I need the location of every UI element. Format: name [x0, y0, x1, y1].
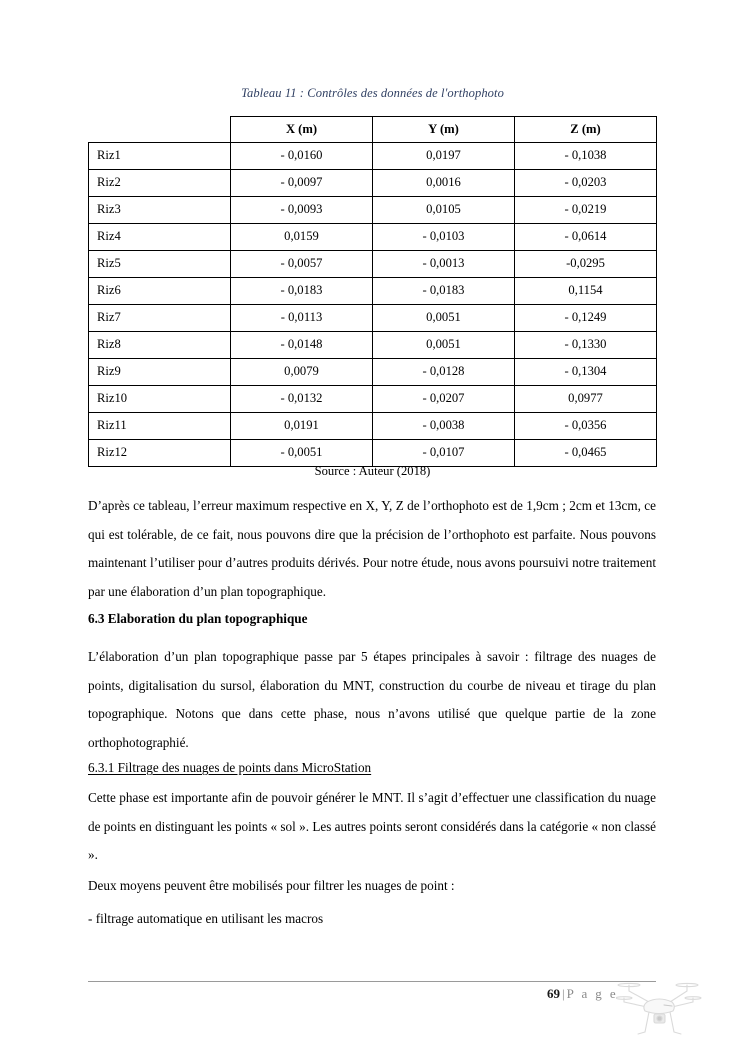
cell-y: 0,0051 [372, 304, 515, 332]
paragraph-elaboration: L’élaboration d’un plan topographique pa… [88, 649, 656, 750]
table-row: Riz8 - 0,0148 0,0051 - 0,1330 [88, 331, 657, 359]
table-row: Riz6 - 0,0183 - 0,0183 0,1154 [88, 277, 657, 305]
row-label: Riz1 [88, 142, 231, 170]
paragraph-deux-moyens: Deux moyens peuvent être mobilisés pour … [88, 878, 455, 893]
cell-x: - 0,0183 [230, 277, 373, 305]
table-row: Riz10 - 0,0132 - 0,0207 0,0977 [88, 385, 657, 413]
cell-x: - 0,0093 [230, 196, 373, 224]
list-item-filtrage-automatique: - filtrage automatique en utilisant les … [88, 911, 324, 926]
table-corner-cell [89, 117, 231, 143]
cell-x: - 0,0148 [230, 331, 373, 359]
table-header-row: X (m) Y (m) Z (m) [89, 116, 657, 143]
cell-y: - 0,0107 [372, 439, 515, 467]
cell-z: 0,1154 [514, 277, 657, 305]
row-label: Riz4 [88, 223, 231, 251]
column-header-x: X (m) [230, 116, 373, 143]
row-label: Riz11 [88, 412, 231, 440]
column-header-y: Y (m) [372, 116, 515, 143]
table-row: Riz2 - 0,0097 0,0016 - 0,0203 [88, 169, 657, 197]
cell-x: 0,0191 [230, 412, 373, 440]
row-label: Riz8 [88, 331, 231, 359]
cell-x: - 0,0160 [230, 142, 373, 170]
cell-z: - 0,0614 [514, 223, 657, 251]
cell-y: - 0,0183 [372, 277, 515, 305]
drone-icon [616, 976, 702, 1046]
cell-x: 0,0079 [230, 358, 373, 386]
table-row: Riz12 - 0,0051 - 0,0107 - 0,0465 [88, 439, 657, 467]
table-row: Riz7 - 0,0113 0,0051 - 0,1249 [88, 304, 657, 332]
cell-z: - 0,0465 [514, 439, 657, 467]
cell-y: 0,0105 [372, 196, 515, 224]
row-label: Riz12 [88, 439, 231, 467]
footer-divider [88, 981, 656, 982]
table-source: Source : Auteur (2018) [314, 464, 431, 478]
cell-z: - 0,0219 [514, 196, 657, 224]
cell-z: - 0,1038 [514, 142, 657, 170]
page-separator: | [562, 986, 565, 1001]
section-heading-6-3: 6.3 Elaboration du plan topographique [88, 611, 308, 626]
row-label: Riz10 [88, 385, 231, 413]
row-label: Riz5 [88, 250, 231, 278]
cell-z: - 0,1249 [514, 304, 657, 332]
section-heading-6-3-1: 6.3.1 Filtrage des nuages de points dans… [88, 760, 372, 775]
page-word: P a g e [566, 986, 618, 1001]
cell-y: 0,0051 [372, 331, 515, 359]
paragraph-analysis: D’après ce tableau, l’erreur maximum res… [88, 498, 656, 599]
table-row: Riz1 - 0,0160 0,0197 - 0,1038 [88, 142, 657, 170]
table-caption: Tableau 11 : Contrôles des données de l'… [241, 86, 504, 100]
orthophoto-controls-table: X (m) Y (m) Z (m) Riz1 - 0,0160 0,0197 -… [88, 116, 657, 467]
page-number: 69 [547, 986, 561, 1001]
cell-x: - 0,0057 [230, 250, 373, 278]
row-label: Riz2 [88, 169, 231, 197]
cell-y: - 0,0128 [372, 358, 515, 386]
table-row: Riz5 - 0,0057 - 0,0013 -0,0295 [88, 250, 657, 278]
cell-y: - 0,0103 [372, 223, 515, 251]
cell-y: - 0,0038 [372, 412, 515, 440]
cell-x: - 0,0097 [230, 169, 373, 197]
cell-z: - 0,1330 [514, 331, 657, 359]
row-label: Riz7 [88, 304, 231, 332]
cell-z: 0,0977 [514, 385, 657, 413]
table-row: Riz9 0,0079 - 0,0128 - 0,1304 [88, 358, 657, 386]
table-row: Riz3 - 0,0093 0,0105 - 0,0219 [88, 196, 657, 224]
row-label: Riz3 [88, 196, 231, 224]
cell-x: - 0,0132 [230, 385, 373, 413]
cell-y: 0,0016 [372, 169, 515, 197]
cell-x: 0,0159 [230, 223, 373, 251]
cell-y: - 0,0013 [372, 250, 515, 278]
row-label: Riz9 [88, 358, 231, 386]
paragraph-filtrage: Cette phase est importante afin de pouvo… [88, 790, 656, 862]
cell-z: - 0,1304 [514, 358, 657, 386]
table-row: Riz4 0,0159 - 0,0103 - 0,0614 [88, 223, 657, 251]
row-label: Riz6 [88, 277, 231, 305]
cell-x: - 0,0113 [230, 304, 373, 332]
cell-z: -0,0295 [514, 250, 657, 278]
cell-x: - 0,0051 [230, 439, 373, 467]
column-header-z: Z (m) [514, 116, 657, 143]
cell-y: - 0,0207 [372, 385, 515, 413]
cell-z: - 0,0203 [514, 169, 657, 197]
footer-page-indicator: 69 | P a g e [88, 986, 618, 1002]
cell-z: - 0,0356 [514, 412, 657, 440]
cell-y: 0,0197 [372, 142, 515, 170]
table-row: Riz11 0,0191 - 0,0038 - 0,0356 [88, 412, 657, 440]
